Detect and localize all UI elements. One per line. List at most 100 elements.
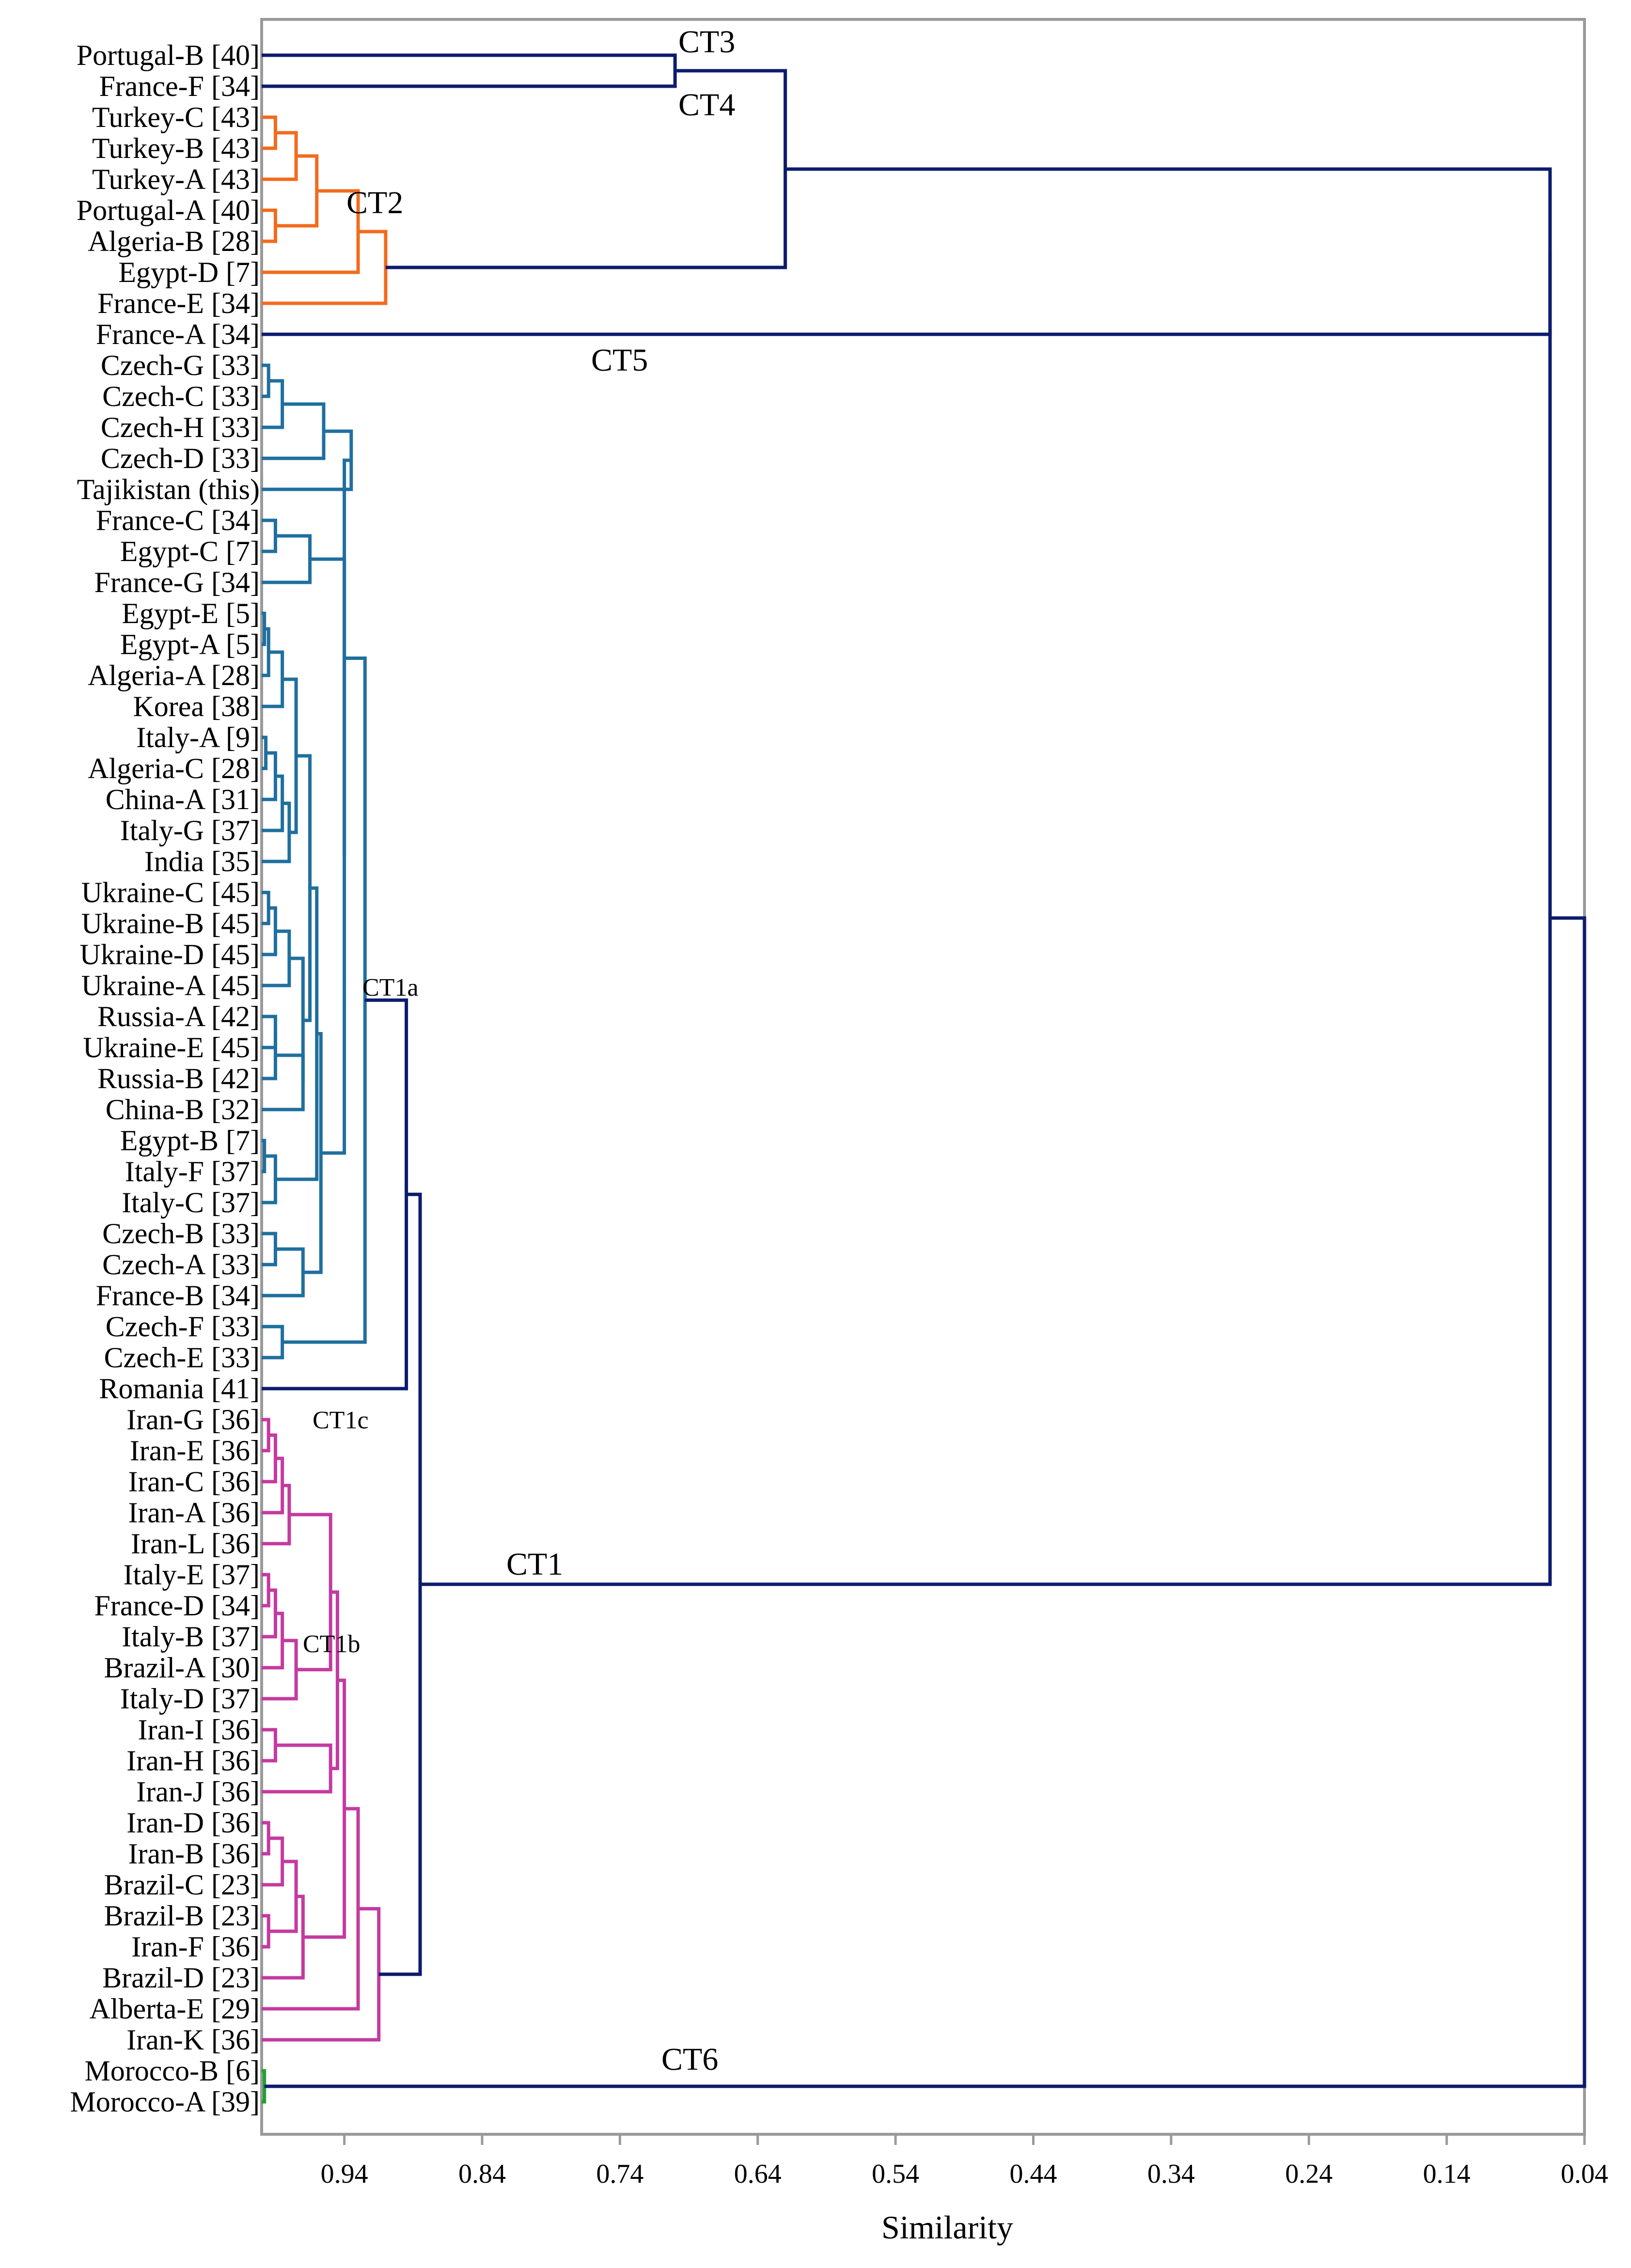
leaf-label: Iran-E [36] <box>130 1435 260 1467</box>
cluster-annotation: CT1a <box>362 974 419 1001</box>
leaf-label: China-A [31] <box>106 783 260 815</box>
leaf-label: Italy-D [37] <box>120 1683 260 1715</box>
leaf-label: France-D [34] <box>94 1590 260 1622</box>
leaf-label: Morocco-A [39] <box>70 2086 260 2118</box>
leaf-label: Egypt-B [7] <box>120 1125 260 1157</box>
dendrogram-link <box>262 1836 284 1887</box>
dendrogram-link <box>420 251 1552 1586</box>
dendrogram-link <box>262 518 277 553</box>
dendrogram-link <box>378 1192 422 1976</box>
leaf-label: Egypt-D [7] <box>118 256 260 288</box>
leaf-label: Turkey-B [43] <box>92 132 260 164</box>
x-axis-title: Similarity <box>881 2209 1013 2246</box>
leaf-label: France-C [34] <box>96 504 260 536</box>
cluster-annotation: CT1 <box>506 1547 563 1582</box>
leaf-label: Brazil-A [30] <box>104 1652 260 1684</box>
x-tick-label: 0.34 <box>1147 2159 1195 2189</box>
dendrogram-link <box>262 1232 277 1267</box>
leaf-label: India [35] <box>144 845 260 877</box>
leaf-label: Czech-B [33] <box>102 1218 260 1250</box>
leaf-label: Italy-E [37] <box>123 1559 260 1591</box>
leaf-label: Algeria-A [28] <box>88 659 260 691</box>
leaf-label: France-F [34] <box>99 70 260 102</box>
x-tick-label: 0.14 <box>1423 2159 1471 2189</box>
leaf-label: Turkey-A [43] <box>92 163 260 195</box>
leaf-label: Czech-A [33] <box>102 1249 260 1281</box>
leaf-label: Iran-C [36] <box>128 1466 260 1498</box>
dendrogram-link <box>262 1456 284 1515</box>
leaf-label: Egypt-A [5] <box>120 628 260 660</box>
dendrogram-link <box>262 1053 305 1111</box>
leaf-label: Iran-B [36] <box>128 1838 260 1870</box>
leaf-label: Iran-G [36] <box>126 1404 260 1436</box>
leaf-label: Czech-D [33] <box>101 442 260 474</box>
dendrogram-link <box>330 1590 339 1770</box>
leaf-label: Czech-C [33] <box>102 380 260 412</box>
leaf-label: Turkey-C [43] <box>92 101 260 133</box>
dendrogram-link <box>262 230 388 305</box>
x-tick-label: 0.84 <box>458 2159 506 2189</box>
leaf-label: Czech-F [33] <box>106 1311 260 1343</box>
leaf-label: Russia-B [42] <box>97 1063 260 1095</box>
plot-frame <box>260 18 1586 2136</box>
leaf-label: Czech-H [33] <box>101 411 260 443</box>
dendrogram-link <box>262 1484 291 1546</box>
leaf-label: Czech-G [33] <box>101 349 260 381</box>
leaf-label: Korea [38] <box>133 690 260 722</box>
leaf-label: France-E [34] <box>97 287 260 319</box>
leaf-label: France-A [34] <box>96 318 260 350</box>
dendrogram-link <box>262 429 353 491</box>
leaf-label: Russia-A [42] <box>97 1001 260 1032</box>
dendrogram-link <box>262 1247 305 1298</box>
leaf-label: Romania [41] <box>99 1373 260 1405</box>
leaf-label: France-B [34] <box>96 1280 260 1312</box>
leaf-label: Italy-B [37] <box>122 1621 260 1653</box>
leaf-label: Iran-L [36] <box>131 1528 260 1560</box>
x-tick-label: 0.44 <box>1010 2159 1057 2189</box>
leaf-label: Ukraine-D [45] <box>79 938 260 970</box>
leaf-label: Iran-I [36] <box>138 1714 260 1746</box>
leaf-label: Czech-E [33] <box>104 1342 260 1374</box>
dendrogram-link <box>262 801 291 863</box>
dendrogram-link <box>264 916 1586 2088</box>
leaf-label: Algeria-B [28] <box>88 225 260 257</box>
leaf-label: Iran-F [36] <box>131 1931 260 1963</box>
leaf-label: Ukraine-C [45] <box>81 876 260 908</box>
cluster-annotation: CT4 <box>678 87 735 123</box>
dendrogram-link <box>262 1639 298 1701</box>
cluster-annotation: CT1b <box>303 1630 360 1658</box>
cluster-annotation: CT3 <box>678 24 735 60</box>
x-tick-label: 0.64 <box>734 2159 782 2189</box>
dendrogram-link <box>262 1743 332 1794</box>
leaf-label: Alberta-E [29] <box>89 1993 260 2025</box>
dendrogram-link <box>262 650 284 708</box>
dendrogram-link <box>262 167 1552 336</box>
leaf-label: Morocco-B [6] <box>84 2055 260 2087</box>
leaf-label: Iran-H [36] <box>126 1745 260 1777</box>
leaf-label: Ukraine-E [45] <box>83 1032 260 1064</box>
leaf-label: Italy-A [9] <box>136 721 260 753</box>
dendrogram-link <box>262 53 677 88</box>
leaf-label: Portugal-A [40] <box>77 194 260 226</box>
leaf-label: Brazil-D [23] <box>102 1962 260 1994</box>
dendrogram-link <box>262 402 326 460</box>
leaf-label: Algeria-C [28] <box>88 752 260 784</box>
dendrogram-link <box>262 735 268 770</box>
dendrogram-link <box>262 208 277 243</box>
x-tick-label: 0.94 <box>321 2159 368 2189</box>
dendrogram-link <box>303 1032 323 1274</box>
dendrogram-link <box>262 131 298 181</box>
dendrogram-link <box>262 1325 284 1360</box>
dendrogram-link <box>262 1611 284 1670</box>
leaf-label: Ukraine-A [45] <box>81 970 260 1001</box>
dendrogram-link <box>282 656 367 1344</box>
dendrogram-link <box>310 557 346 1155</box>
cluster-annotation: CT1c <box>313 1407 369 1434</box>
dendrogram-link <box>262 534 312 584</box>
dendrogram-link <box>289 956 305 1082</box>
leaf-label: Egypt-C [7] <box>120 535 260 567</box>
dendrogram-link <box>262 751 277 801</box>
leaf-label: France-G [34] <box>94 566 260 598</box>
